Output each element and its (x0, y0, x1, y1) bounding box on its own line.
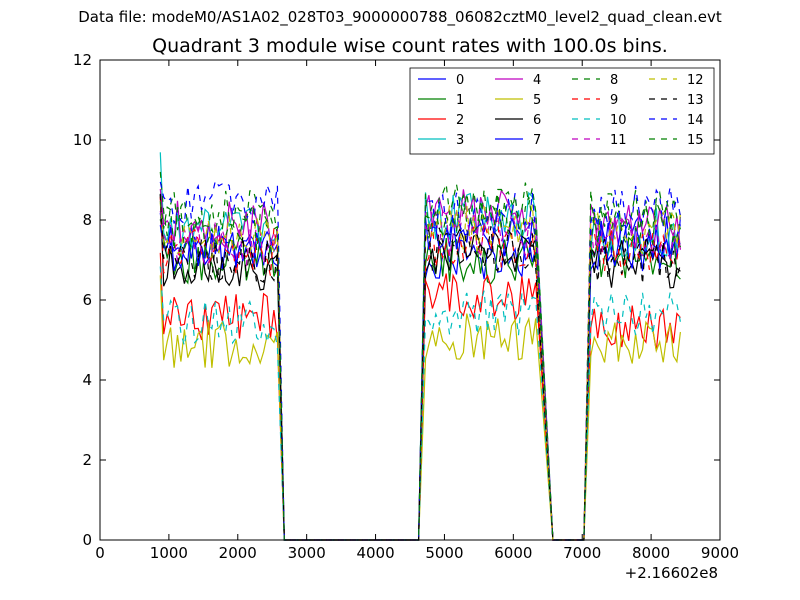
legend-entry-label: 9 (610, 93, 618, 108)
x-tick-label: 7000 (563, 544, 601, 562)
series-layer (159, 152, 681, 541)
series-line-10 (159, 266, 681, 541)
y-tick-label: 4 (82, 371, 92, 389)
legend-box (409, 67, 715, 155)
legend-entry-label: 0 (456, 73, 464, 88)
series-line-2 (159, 252, 681, 541)
x-tick-label: 2000 (219, 544, 257, 562)
legend-entry-label: 2 (456, 113, 464, 128)
y-tick-label: 12 (73, 51, 92, 69)
legend-entry-label: 14 (687, 113, 704, 128)
x-tick-label: 0 (95, 544, 105, 562)
x-tick-label: 4000 (356, 544, 394, 562)
x-offset-label: +2.16602e8 (625, 564, 718, 582)
legend-entry-label: 1 (456, 93, 464, 108)
legend-entry-label: 10 (610, 113, 627, 128)
chart-title: Quadrant 3 module wise count rates with … (152, 35, 668, 57)
x-tick-label: 8000 (632, 544, 670, 562)
x-tick-label: 6000 (494, 544, 532, 562)
legend-entry-label: 7 (533, 133, 541, 148)
y-tick-label: 6 (82, 291, 92, 309)
series-line-5 (159, 275, 681, 541)
legend-entry-label: 8 (610, 73, 618, 88)
y-tick-label: 8 (82, 211, 92, 229)
y-tick-label: 10 (73, 131, 92, 149)
series-line-9 (159, 196, 681, 541)
series-line-0 (159, 212, 681, 541)
y-tick-label: 2 (82, 451, 92, 469)
y-tick-label: 0 (82, 531, 92, 549)
x-tick-label: 5000 (425, 544, 463, 562)
series-line-14 (159, 179, 681, 541)
x-tick-label: 1000 (150, 544, 188, 562)
legend-entry-label: 6 (533, 113, 541, 128)
series-line-6 (159, 193, 681, 541)
series-line-1 (159, 219, 681, 541)
series-line-15 (159, 193, 681, 541)
figure-supertitle: Data file: modeM0/AS1A02_028T03_90000007… (78, 8, 722, 26)
legend-entry-label: 3 (456, 133, 464, 148)
axes-layer: 0 1000 2000 3000 4000 5000 6000 7000 8000 9000 0 2 4… (73, 51, 739, 562)
legend-entry-label: 5 (533, 93, 541, 108)
x-tick-label: 3000 (288, 544, 326, 562)
legend-entry-label: 15 (687, 133, 704, 148)
plot-frame (99, 59, 721, 541)
legend-entry-label: 11 (610, 133, 627, 148)
legend-entry-label: 13 (687, 93, 704, 108)
legend-entry-label: 4 (533, 73, 541, 88)
legend-entry-label: 12 (687, 73, 704, 88)
x-tick-label: 9000 (701, 544, 739, 562)
